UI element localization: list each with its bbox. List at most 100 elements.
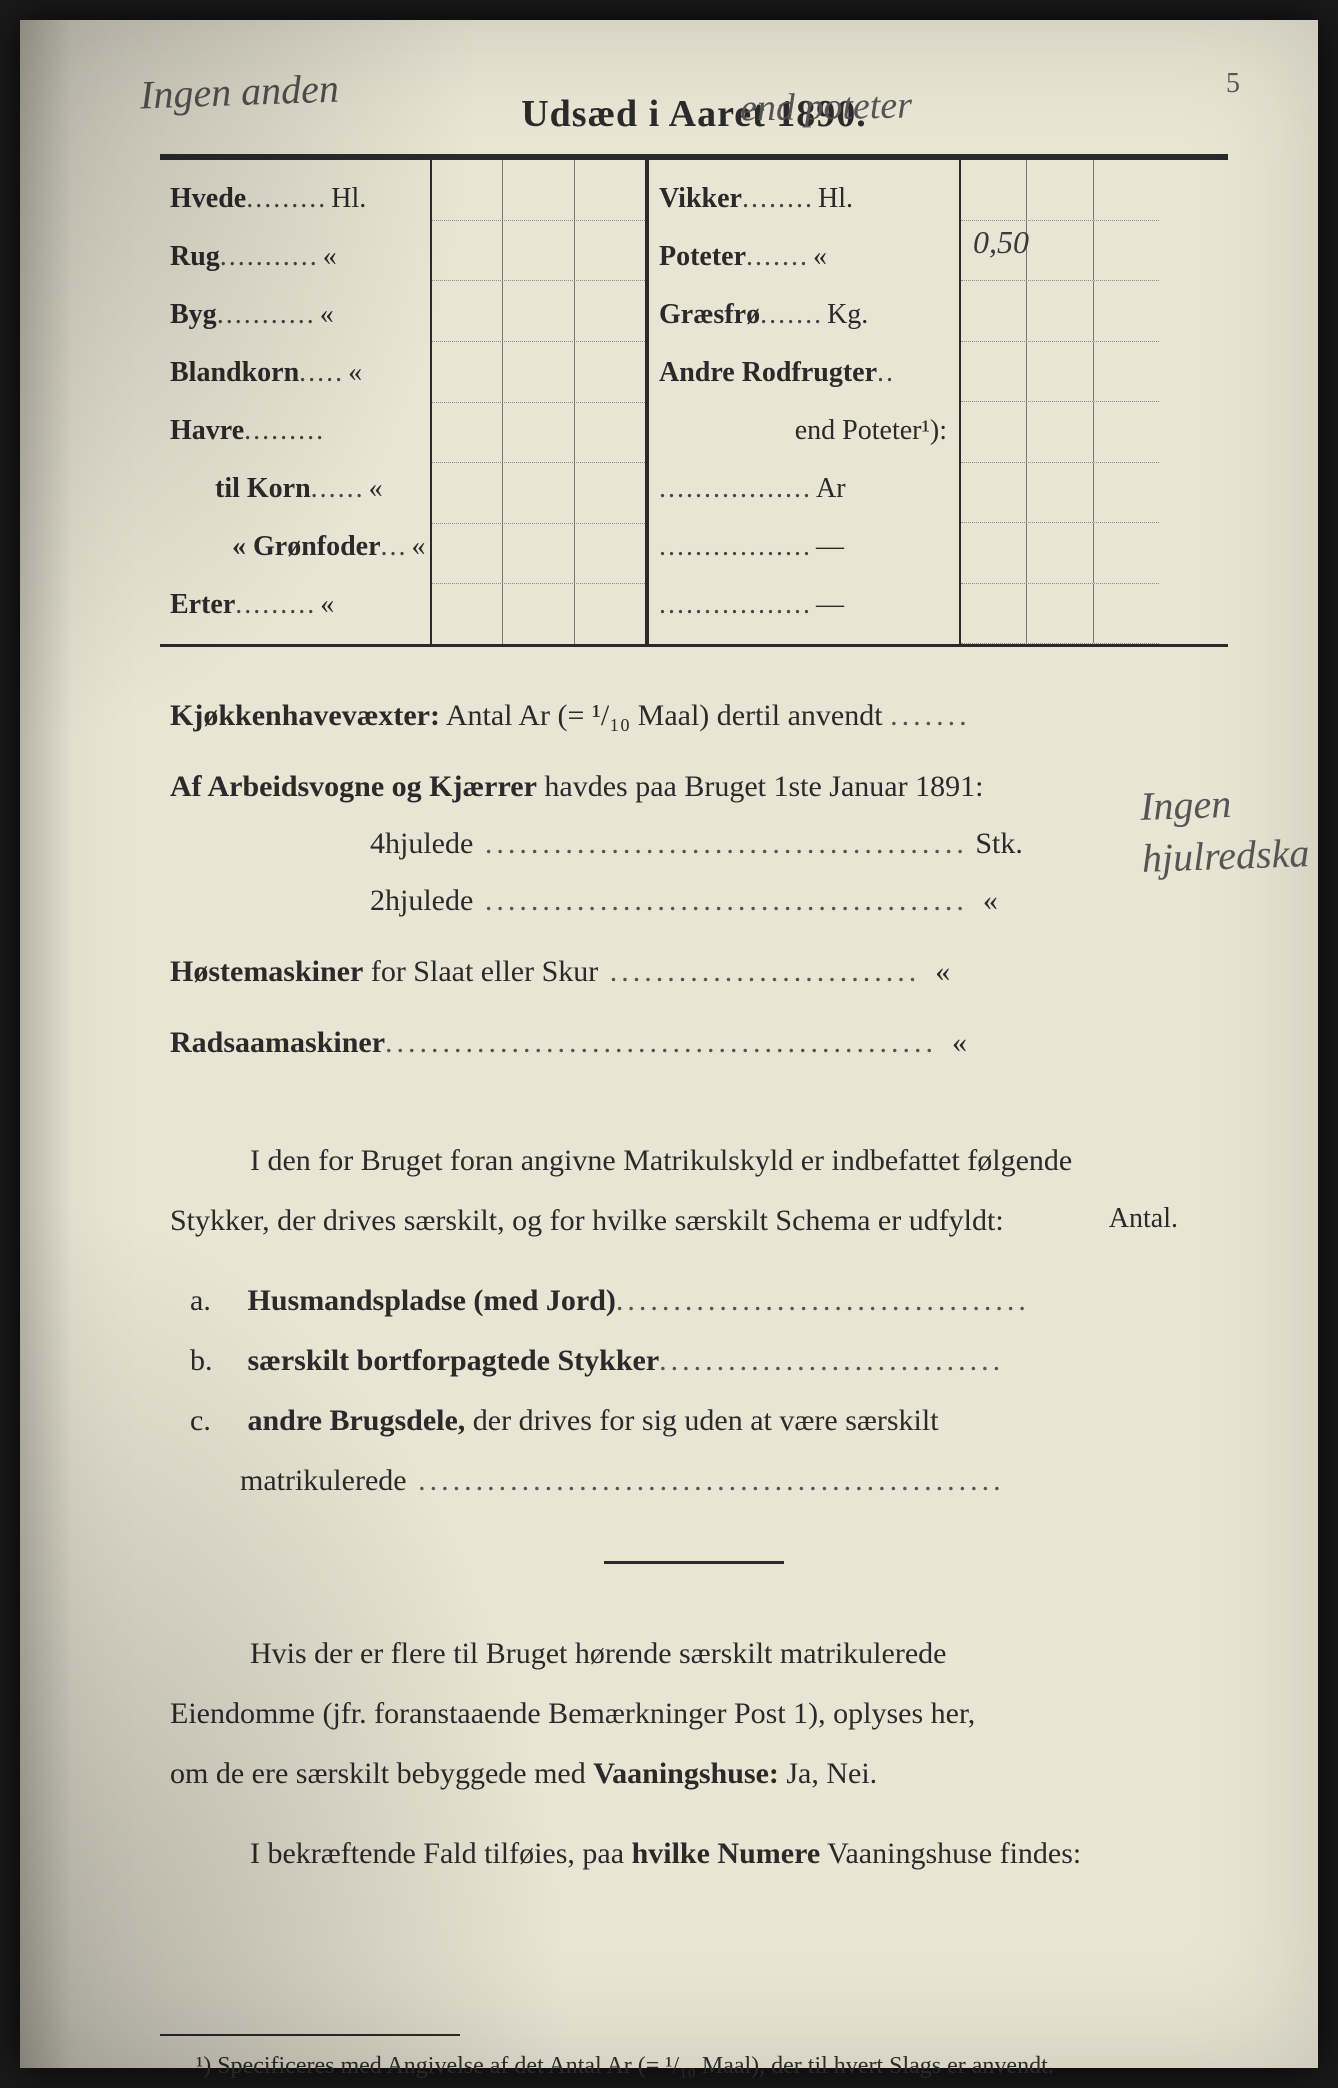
- hoste-text: for Slaat eller Skur: [371, 955, 598, 988]
- value-cell: [503, 221, 574, 281]
- crop-row: .................—: [649, 576, 959, 634]
- para3-a: I bekræftende Fald tilføies, paa: [250, 1837, 624, 1870]
- para3-b: hvilke Numere: [632, 1837, 821, 1870]
- cell-row: [961, 281, 1159, 342]
- census-form-page: 5 Ingen anden end poteter Udsæd i Aaret …: [20, 20, 1318, 2068]
- value-cell: [432, 160, 503, 220]
- marker-c: c.: [190, 1391, 240, 1451]
- para-bekraeft: I bekræftende Fald tilføies, paa hvilke …: [170, 1824, 1218, 1884]
- cell-row: [961, 463, 1159, 524]
- para1-line2: Stykker, der drives særskilt, og for hvi…: [170, 1204, 1004, 1237]
- value-cell: [1094, 584, 1159, 644]
- dots: .......: [890, 699, 971, 732]
- dots: ........................................…: [385, 1026, 937, 1059]
- dots: ........................................…: [473, 827, 968, 860]
- dots: ........................................…: [407, 1464, 1005, 1497]
- value-cell: [1094, 281, 1159, 341]
- left-cells: [430, 160, 645, 644]
- value-cell: [432, 463, 503, 523]
- rad-unit: «: [952, 1026, 967, 1059]
- value-cell: [575, 584, 645, 644]
- value-cell: [575, 221, 645, 281]
- value-cell: [432, 403, 503, 463]
- handwriting-top-right: end poteter: [740, 84, 913, 131]
- footnote-text: Specificeres med Angivelse af det Antal …: [217, 2053, 1054, 2079]
- section-rad: Radsaamaskiner..........................…: [170, 1014, 1218, 1071]
- value-cell: [432, 524, 503, 584]
- hand-side-1: Ingen: [1139, 775, 1308, 833]
- list-c-label: andre Brugsdele,: [248, 1404, 466, 1437]
- value-cell: [503, 524, 574, 584]
- value-cell: [503, 160, 574, 220]
- value-cell: [961, 402, 1027, 462]
- rad-label: Radsaamaskiner: [170, 1026, 385, 1059]
- value-cell: [503, 281, 574, 341]
- page-number: 5: [1226, 68, 1240, 100]
- cell-row: [432, 160, 645, 221]
- crop-row: Vikker ........ Hl.: [649, 170, 959, 228]
- dots: ..............................: [659, 1344, 1004, 1377]
- vogne-2hj: 2hjulede: [370, 884, 473, 917]
- para-eiendomme: Hvis der er flere til Bruget hørende sær…: [170, 1624, 1218, 1804]
- divider-rule: [604, 1561, 784, 1564]
- cell-row: [432, 281, 645, 342]
- list-a-label: Husmandspladse (med Jord): [248, 1284, 616, 1317]
- list-b: b. særskilt bortforpagtede Stykker......…: [190, 1331, 1228, 1391]
- value-cell: [432, 221, 503, 281]
- dots: ...........................: [598, 955, 920, 988]
- list-a: a. Husmandspladse (med Jord)............…: [190, 1271, 1228, 1331]
- para3-c: Vaaningshuse findes:: [827, 1837, 1081, 1870]
- para2-l3a: om de ere særskilt bebyggede med: [170, 1757, 586, 1790]
- crop-row: Hvede ......... Hl.: [160, 170, 430, 228]
- value-cell: [1027, 523, 1093, 583]
- crop-row: Rug ........... «: [160, 228, 430, 286]
- value-cell: [575, 342, 645, 402]
- vogne-text: havdes paa Bruget 1ste Januar 1891:: [544, 770, 983, 803]
- value-cell: [1094, 342, 1159, 402]
- value-cell: [1027, 402, 1093, 462]
- hoste-label: Høstemaskiner: [170, 955, 363, 988]
- para2-l2: Eiendomme (jfr. foranstaaende Bemærkning…: [170, 1697, 975, 1730]
- value-cell: [503, 342, 574, 402]
- crop-row: « Grønfoder ... «: [160, 518, 430, 576]
- value-cell: [961, 463, 1027, 523]
- value-cell: [961, 342, 1027, 402]
- para-matrikul: I den for Bruget foran angivne Matrikuls…: [170, 1131, 1218, 1251]
- dots: ....................................: [616, 1284, 1030, 1317]
- vogne-4hj-unit: Stk.: [975, 827, 1023, 860]
- value-cell: [1027, 221, 1093, 281]
- right-labels: Vikker ........ Hl.Poteter ....... «Græs…: [649, 160, 959, 644]
- value-cell: [575, 463, 645, 523]
- left-labels: Hvede ......... Hl.Rug ........... «Byg …: [160, 160, 430, 644]
- crop-row: Blandkorn ..... «: [160, 344, 430, 402]
- value-cell: [432, 281, 503, 341]
- handwriting-poteter-value: 0,50: [973, 224, 1029, 261]
- list-b-label: særskilt bortforpagtede Stykker: [248, 1344, 660, 1377]
- kjokken-text: Antal Ar (= ¹/₁₀ Maal) dertil anvendt: [446, 699, 883, 732]
- value-cell: [1094, 221, 1159, 281]
- crop-row: til Korn ...... «: [160, 460, 430, 518]
- value-cell: [1094, 402, 1159, 462]
- antal-label: Antal.: [1109, 1191, 1178, 1247]
- crop-row: Andre Rodfrugter ..: [649, 344, 959, 402]
- hand-side-2: hjulredska: [1141, 827, 1310, 885]
- value-cell: [575, 160, 645, 220]
- value-cell: [961, 584, 1027, 644]
- crop-row: Græsfrø ....... Kg.: [649, 286, 959, 344]
- cell-row: [432, 524, 645, 585]
- value-cell: [1094, 523, 1159, 583]
- value-cell: [503, 403, 574, 463]
- cell-row: [961, 584, 1159, 645]
- value-cell: [1027, 584, 1093, 644]
- marker-b: b.: [190, 1331, 240, 1391]
- para2-l3c: Ja, Nei.: [786, 1757, 877, 1790]
- section-kjokken: Kjøkkenhavevæxter: Antal Ar (= ¹/₁₀ Maal…: [170, 687, 1218, 744]
- crop-row: Erter ......... «: [160, 576, 430, 634]
- cell-row: [961, 523, 1159, 584]
- value-cell: [1027, 463, 1093, 523]
- value-cell: [961, 281, 1027, 341]
- footnote-rule: [160, 2034, 460, 2036]
- cell-row: [961, 160, 1159, 221]
- cell-row: [432, 584, 645, 644]
- sowing-table: Hvede ......... Hl.Rug ........... «Byg …: [160, 154, 1228, 647]
